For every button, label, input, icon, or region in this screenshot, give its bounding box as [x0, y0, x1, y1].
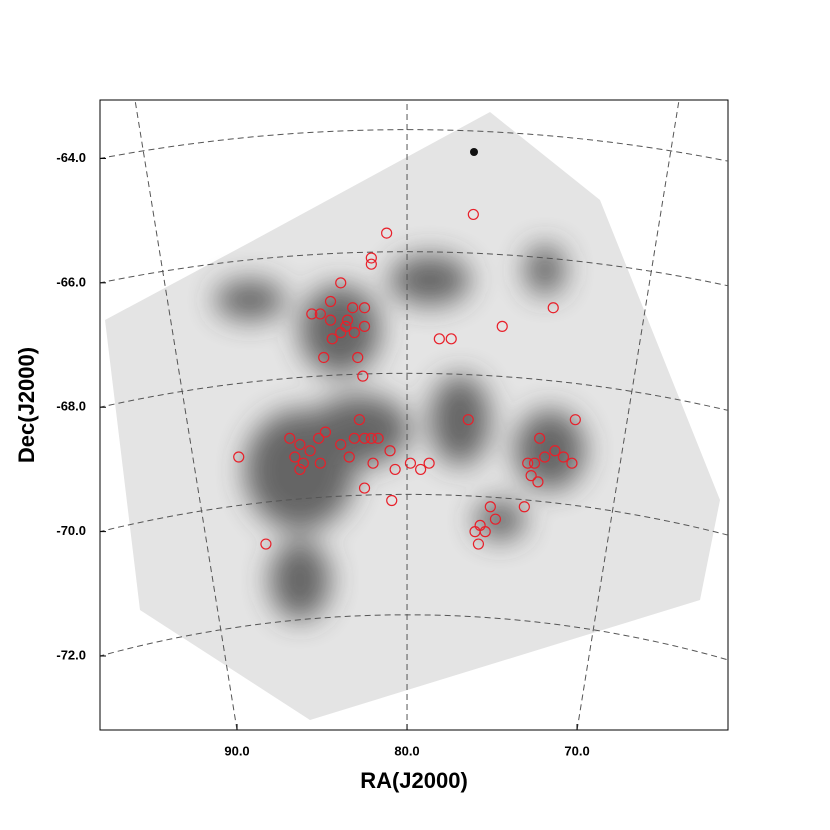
source-marker	[445, 333, 457, 345]
source-marker	[304, 445, 316, 457]
source-marker	[306, 308, 318, 320]
source-marker	[381, 227, 393, 239]
y-tick-label: -66.0	[56, 274, 86, 289]
source-marker	[318, 351, 330, 364]
source-marker	[569, 414, 581, 426]
source-marker	[233, 451, 245, 463]
source-marker	[372, 432, 384, 444]
source-marker	[365, 252, 377, 264]
source-marker	[404, 457, 417, 469]
source-marker	[353, 414, 366, 426]
y-tick-label: -72.0	[56, 647, 86, 662]
source-marker	[496, 320, 508, 332]
source-marker	[289, 451, 301, 463]
grid-line	[134, 100, 238, 730]
source-marker	[352, 351, 364, 364]
source-marker	[472, 538, 485, 550]
source-marker	[557, 451, 570, 463]
x-axis-title: RA(J2000)	[360, 768, 468, 793]
source-marker	[324, 295, 337, 308]
source-marker	[314, 308, 326, 320]
source-marker	[484, 501, 496, 513]
source-marker	[335, 277, 347, 289]
grid-line	[576, 100, 680, 730]
source-marker	[358, 482, 371, 494]
source-marker	[343, 451, 355, 463]
y-tick-label: -70.0	[56, 523, 86, 538]
source-marker	[547, 302, 559, 314]
source-marker	[433, 333, 445, 345]
source-marker	[549, 445, 561, 457]
x-tick-label: 70.0	[564, 743, 589, 758]
source-marker	[313, 432, 325, 444]
source-marker	[297, 457, 309, 469]
source-marker	[314, 457, 326, 469]
source-marker	[324, 314, 337, 326]
source-marker	[525, 470, 537, 482]
y-axis-title: Dec(J2000)	[14, 347, 39, 463]
source-marker	[358, 302, 371, 314]
source-marker	[319, 426, 332, 438]
source-marker	[284, 432, 296, 444]
source-marker	[326, 333, 338, 345]
frame	[99, 99, 729, 731]
source-marker	[539, 451, 551, 463]
source-marker	[522, 457, 534, 469]
sky-image	[105, 112, 720, 720]
source-marker	[384, 445, 396, 457]
source-marker	[389, 463, 401, 476]
source-marker	[386, 494, 398, 507]
source-marker	[479, 526, 491, 538]
source-marker	[335, 438, 347, 451]
grid-line	[100, 614, 728, 661]
source-marker	[467, 208, 479, 221]
y-tick-label: -68.0	[56, 399, 86, 414]
source-marker	[532, 476, 544, 488]
source-marker	[358, 320, 371, 332]
source-marker	[462, 414, 474, 426]
x-tick-label: 80.0	[394, 743, 419, 758]
y-tick-label: -64.0	[56, 150, 86, 165]
source-marker	[294, 463, 306, 476]
source-marker	[518, 501, 530, 513]
grid-line	[100, 493, 728, 536]
source-marker	[367, 457, 379, 469]
source-marker	[566, 457, 578, 469]
source-marker	[357, 370, 369, 382]
source-marker	[365, 258, 377, 270]
source-marker	[294, 438, 306, 451]
source-marker	[335, 326, 347, 339]
source-marker	[489, 513, 502, 525]
source-marker	[341, 314, 354, 326]
source-marker	[260, 538, 272, 550]
source-marker	[365, 432, 377, 444]
grid	[100, 100, 728, 730]
x-tick-label: 90.0	[224, 743, 249, 758]
source-marker	[348, 326, 360, 339]
source-marker	[415, 463, 427, 476]
source-marker	[347, 302, 359, 314]
source-marker	[423, 457, 435, 469]
source-marker	[358, 432, 371, 444]
source-marker	[528, 457, 541, 469]
source-marker	[534, 432, 546, 444]
